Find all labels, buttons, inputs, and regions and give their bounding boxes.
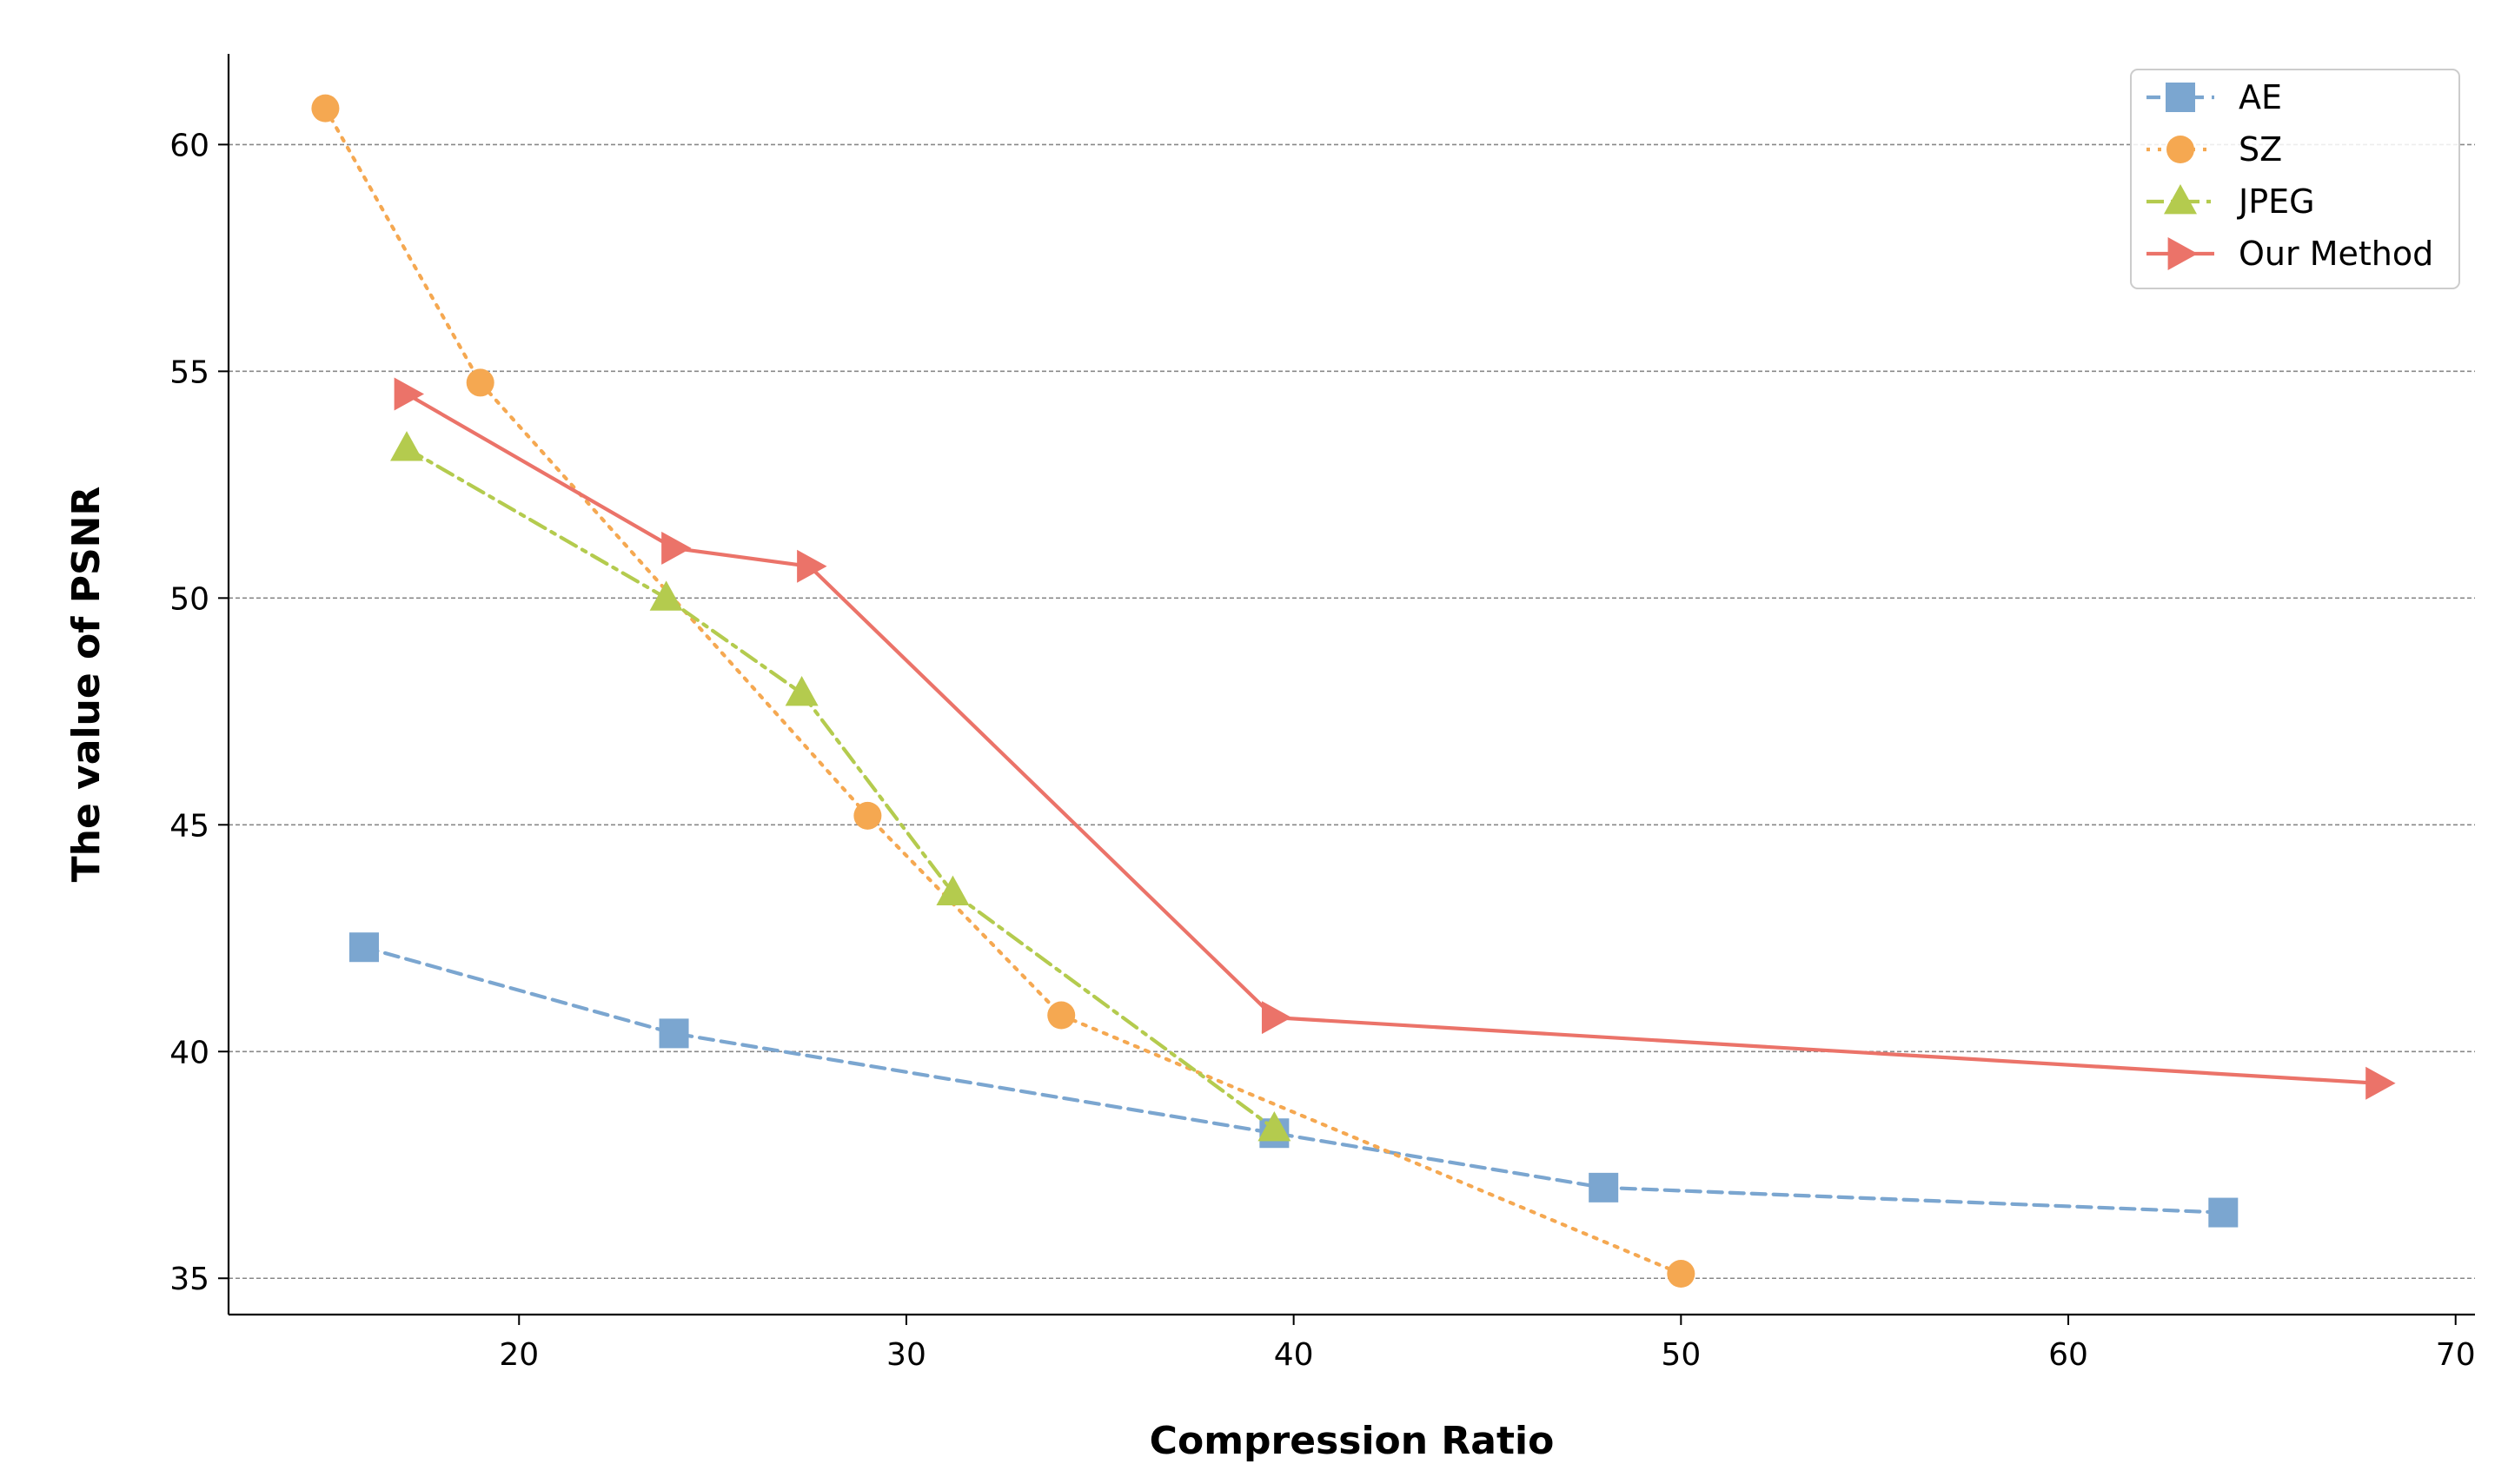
- data-point-ae-2: [659, 1018, 689, 1049]
- y-tick-label-60: 60: [169, 128, 209, 163]
- x-tick-label-50: 50: [1661, 1337, 1701, 1373]
- series: [311, 94, 2396, 1289]
- axes: [218, 54, 2475, 1325]
- series-ae: [348, 932, 2239, 1228]
- legend-label-sz: SZ: [2239, 130, 2282, 169]
- data-point-jpeg-2: [649, 580, 683, 611]
- data-point-sz-3: [853, 801, 882, 830]
- data-point-sz-1: [311, 94, 340, 123]
- grid-lines: [229, 143, 2475, 1280]
- series-our-method: [394, 377, 2396, 1100]
- y-tick-label-35: 35: [169, 1262, 209, 1297]
- legend-label-jpeg: JPEG: [2237, 182, 2315, 221]
- legend-marker-our-method: [2167, 237, 2198, 270]
- y-tick-label-55: 55: [169, 354, 209, 390]
- tick-labels: 35 40 45 50 55 60 20 30 40 50 60 70: [169, 128, 2475, 1373]
- x-axis-title: Compression Ratio: [1150, 1419, 1555, 1463]
- data-point-ae-4: [1589, 1172, 1619, 1202]
- series-line-our-method: [404, 392, 2380, 1085]
- data-point-ae-5: [2208, 1197, 2239, 1228]
- x-tick-label-70: 70: [2436, 1337, 2476, 1373]
- data-point-jpeg-3: [785, 675, 819, 706]
- data-point-sz-4: [1047, 1001, 1076, 1030]
- y-tick-label-50: 50: [169, 581, 209, 617]
- y-tick-label-40: 40: [169, 1035, 209, 1070]
- data-point-sz-2: [466, 368, 494, 397]
- legend-entry-ae: AE: [2146, 78, 2282, 116]
- data-point-our-method-3: [797, 549, 827, 583]
- series-line-ae: [362, 945, 2226, 1215]
- data-point-ae-1: [348, 932, 379, 963]
- data-point-our-method-5: [2365, 1066, 2396, 1100]
- series-jpeg: [390, 431, 1291, 1142]
- x-tick-label-60: 60: [2048, 1337, 2088, 1373]
- data-point-sz-5: [1667, 1260, 1695, 1289]
- x-tick-label-20: 20: [499, 1337, 539, 1373]
- legend-box: [2130, 69, 2460, 289]
- y-tick-label-45: 45: [169, 808, 209, 844]
- data-point-jpeg-4: [936, 875, 970, 905]
- legend-entry-sz: SZ: [2146, 130, 2282, 169]
- data-point-our-method-4: [1261, 1001, 1292, 1035]
- data-point-jpeg-5: [1257, 1111, 1291, 1142]
- legend-marker-sz: [2166, 136, 2194, 163]
- series-line-jpeg: [404, 446, 1277, 1131]
- series-sz: [311, 94, 1695, 1289]
- legend-label-our-method: Our Method: [2239, 235, 2433, 273]
- x-tick-label-40: 40: [1274, 1337, 1314, 1373]
- x-tick-label-30: 30: [886, 1337, 926, 1373]
- legend-entry-jpeg: JPEG: [2146, 182, 2315, 221]
- y-axis-title: The value of PSNR: [64, 487, 109, 883]
- data-point-jpeg-1: [390, 431, 424, 461]
- legend-entry-our-method: Our Method: [2146, 235, 2433, 273]
- legend-marker-ae: [2166, 83, 2195, 112]
- data-point-our-method-1: [394, 377, 425, 411]
- legend-label-ae: AE: [2239, 78, 2282, 116]
- series-line-sz: [323, 106, 1683, 1276]
- legend: AE SZ JPEG Our Method: [2130, 69, 2460, 289]
- data-point-our-method-2: [661, 531, 692, 565]
- legend-marker-jpeg: [2164, 184, 2197, 215]
